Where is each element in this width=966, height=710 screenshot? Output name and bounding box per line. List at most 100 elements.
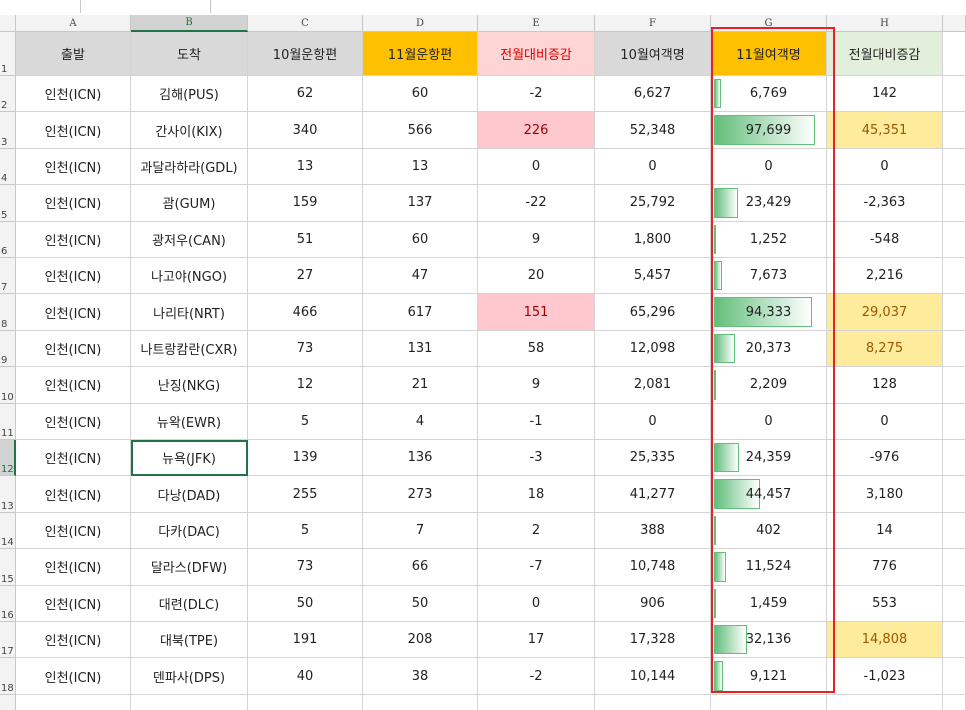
cell-text: 10월운항편 (272, 48, 338, 63)
table-cell: -2 (478, 658, 595, 695)
table-cell[interactable]: 뉴욕(JFK) (131, 440, 248, 477)
data-bar (714, 370, 717, 400)
cell-text: 1,800 (633, 231, 672, 247)
cell-text: 73 (296, 340, 314, 356)
row-number: 16 (0, 585, 16, 622)
table-cell: 9,121 (711, 658, 827, 695)
cell-text: 13 (411, 158, 429, 174)
empty-cell (478, 694, 595, 710)
formula-bar (0, 0, 966, 16)
empty-cell (16, 694, 131, 710)
table-cell: 광저우(CAN) (131, 221, 248, 258)
table-cell: 인천(ICN) (16, 367, 131, 404)
data-bar (714, 224, 716, 254)
cell-text: 인천(ICN) (44, 634, 102, 650)
table-cell: 9 (478, 367, 595, 404)
table-cell: 5,457 (595, 258, 711, 295)
table-cell: 776 (827, 549, 943, 586)
table-cell: 340 (248, 112, 363, 149)
cell-text: 38 (411, 668, 429, 684)
table-cell: 나고야(NGO) (131, 258, 248, 295)
cell-text: 7,673 (749, 268, 788, 284)
data-bar (714, 297, 812, 327)
cell-text: 906 (640, 595, 665, 611)
table-cell: 13 (248, 148, 363, 186)
cell-text: 전월대비증감 (500, 48, 572, 63)
data-bar (714, 661, 724, 691)
cell-text: -548 (869, 231, 900, 247)
table-cell: 뉴왁(EWR) (131, 403, 248, 440)
table-cell: 9 (478, 221, 595, 258)
table-cell: 1,800 (595, 221, 711, 258)
table-cell: 94,333 (711, 294, 827, 331)
cell-text: 0 (880, 413, 889, 429)
cell-text: 617 (407, 304, 433, 320)
cell-text: -22 (525, 195, 547, 211)
table-cell: 인천(ICN) (16, 622, 131, 659)
table-cell: 60 (363, 221, 478, 258)
cell-text: 괌(GUM) (162, 197, 216, 213)
cell-text: 인천(ICN) (44, 160, 102, 176)
empty-cell (711, 694, 827, 710)
empty-cell (943, 512, 966, 550)
row-number: 10 (0, 367, 16, 404)
table-cell: 나리타(NRT) (131, 294, 248, 331)
table-cell: 7 (363, 512, 478, 550)
cell-text: 273 (407, 486, 433, 502)
empty-cell (943, 185, 966, 222)
cell-text: 23,429 (745, 195, 792, 211)
cell-text: 인천(ICN) (44, 524, 102, 540)
table-cell: 32,136 (711, 622, 827, 659)
cell-text: 인천(ICN) (44, 342, 102, 358)
cell-text: -976 (869, 450, 900, 466)
cell-text: 47 (411, 268, 429, 284)
cell-text: 인천(ICN) (44, 233, 102, 249)
cell-text: 466 (292, 304, 318, 320)
table-cell: 8,275 (827, 330, 943, 368)
empty-cell (943, 330, 966, 368)
cell-text: 6,627 (633, 86, 672, 102)
cell-text: 137 (407, 195, 433, 211)
table-cell: 58 (478, 330, 595, 368)
cell-text: 24,359 (745, 450, 792, 466)
table-cell: 60 (363, 76, 478, 113)
empty-cell (943, 549, 966, 586)
cell-text: 출발 (61, 48, 85, 63)
table-cell: 인천(ICN) (16, 512, 131, 550)
cell-text: 553 (872, 595, 897, 611)
data-bar (714, 115, 815, 145)
data-bar (714, 79, 721, 109)
table-cell: 대북(TPE) (131, 622, 248, 659)
name-box[interactable] (0, 0, 81, 13)
cell-text: G (764, 17, 773, 29)
table-cell: 97,699 (711, 112, 827, 149)
table-cell: 617 (363, 294, 478, 331)
table-cell: 50 (248, 585, 363, 622)
header-cell: 출발 (16, 32, 131, 76)
table-cell: 65,296 (595, 294, 711, 331)
empty-cell (131, 694, 248, 710)
table-cell: 20 (478, 258, 595, 295)
cell-text: 뉴욕(JFK) (162, 452, 216, 468)
row-number: 13 (0, 476, 16, 513)
column-letter: E (478, 15, 595, 32)
table-cell: 10,144 (595, 658, 711, 695)
table-cell: 대련(DLC) (131, 585, 248, 622)
table-cell: 191 (248, 622, 363, 659)
cell-text: 128 (872, 377, 897, 393)
table-cell: 41,277 (595, 476, 711, 513)
cell-text: -7 (529, 559, 543, 575)
cell-text: 2,081 (633, 377, 672, 393)
table-cell: 136 (363, 440, 478, 477)
empty-cell (595, 694, 711, 710)
table-cell: 7,673 (711, 258, 827, 295)
column-letter: F (595, 15, 711, 32)
table-cell: 44,457 (711, 476, 827, 513)
cell-text: 60 (411, 86, 429, 102)
table-cell: -2,363 (827, 185, 943, 222)
table-cell: 208 (363, 622, 478, 659)
table-cell: 0 (595, 148, 711, 186)
table-cell: 73 (248, 330, 363, 368)
cell-text: 131 (407, 340, 433, 356)
table-cell: 13 (363, 148, 478, 186)
